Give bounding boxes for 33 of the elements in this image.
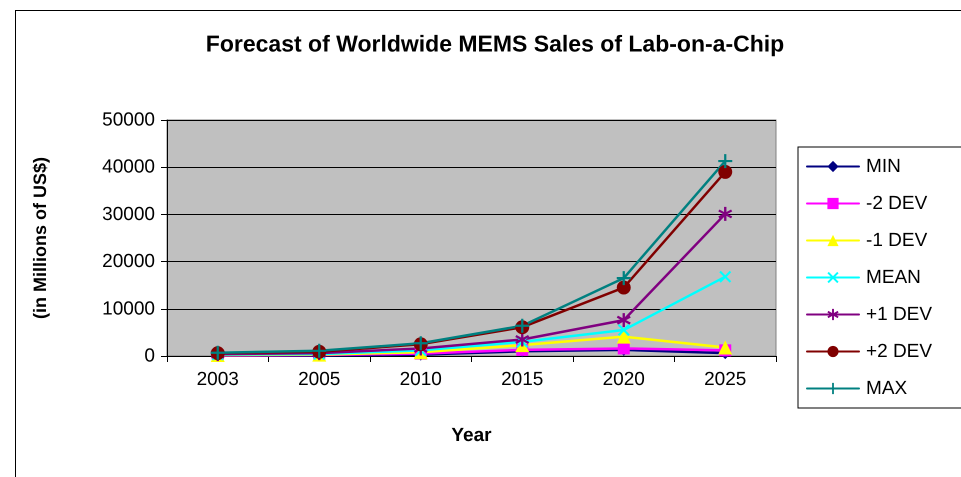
point bbox=[616, 330, 631, 344]
point bbox=[616, 313, 631, 328]
legend-label: -1 DEV bbox=[866, 230, 928, 251]
point bbox=[719, 270, 732, 283]
y-tick-label: 0 bbox=[144, 346, 155, 366]
y-tick-label: 10000 bbox=[102, 298, 155, 320]
x-tick-label: 2020 bbox=[602, 369, 645, 390]
point bbox=[618, 324, 630, 336]
point bbox=[718, 206, 732, 221]
legend-label: -2 DEV bbox=[866, 193, 928, 214]
x-axis-title: Year bbox=[451, 425, 492, 446]
point bbox=[718, 154, 732, 168]
x-tick-label: 2010 bbox=[400, 369, 442, 390]
point bbox=[718, 164, 732, 179]
legend-label: +1 DEV bbox=[866, 304, 932, 325]
y-tick-label: 50000 bbox=[102, 110, 155, 130]
x-tick-label: 2003 bbox=[196, 369, 239, 390]
y-tick-label: 20000 bbox=[102, 251, 155, 272]
point bbox=[515, 332, 530, 346]
legend-label: +2 DEV bbox=[866, 341, 932, 362]
point bbox=[616, 280, 631, 295]
legend-label: MEAN bbox=[866, 267, 921, 288]
chart-title: Forecast of Worldwide MEMS Sales of Lab-on-a-Chip bbox=[206, 30, 784, 56]
x-tick-label: 2015 bbox=[501, 369, 544, 390]
legend-label: MAX bbox=[866, 378, 908, 399]
point bbox=[616, 271, 631, 286]
point bbox=[718, 340, 732, 355]
y-axis-title: (in Millions of US$) bbox=[30, 157, 50, 319]
legend-label: MIN bbox=[866, 156, 901, 177]
y-tick-label: 30000 bbox=[102, 204, 155, 225]
y-tick-label: 40000 bbox=[102, 156, 155, 178]
x-tick-label: 2025 bbox=[704, 369, 746, 390]
x-tick-label: 2005 bbox=[298, 369, 340, 390]
